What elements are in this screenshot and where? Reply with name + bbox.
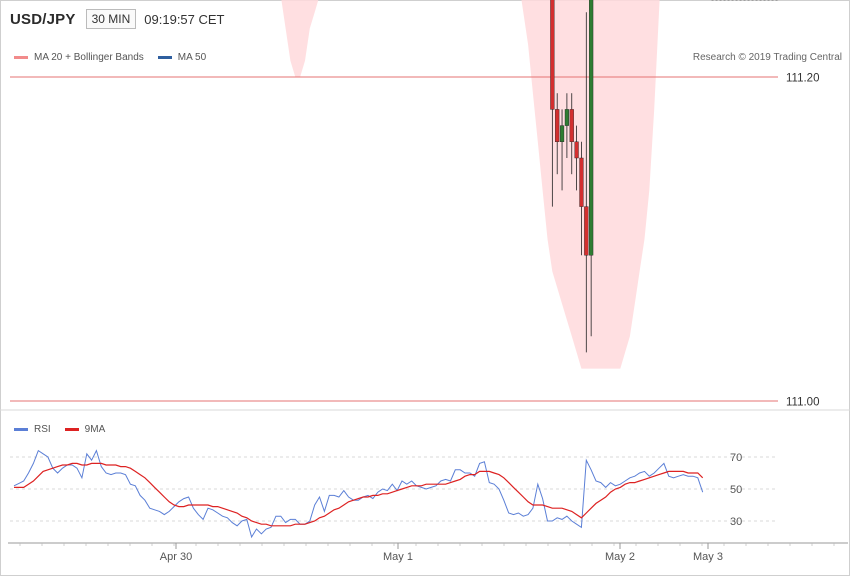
bollinger-band [281, 0, 660, 369]
bollinger-swatch [14, 56, 28, 59]
rsi-legend-label: RSI [34, 424, 51, 435]
candle-down [574, 141, 579, 159]
candle-up [559, 125, 565, 142]
rsi-tick-label: 70 [730, 452, 742, 464]
rsi-tick-label: 30 [730, 516, 742, 528]
timestamp: 09:19:57 CET [144, 11, 225, 27]
chart-header: USD/JPY 30 MIN 09:19:57 CET [10, 8, 225, 30]
level-label-support: 111.20 [786, 73, 819, 85]
x-tick-label: May 1 [383, 551, 413, 563]
candle-up [589, 0, 594, 256]
candle-down [584, 206, 589, 256]
timeframe-selector[interactable]: 30 MIN [85, 9, 137, 29]
rsi-tick-label: 50 [730, 484, 742, 496]
candle-down [569, 109, 574, 143]
rsi-legend: RSI 9MA [14, 424, 105, 435]
ma50-legend-label: MA 50 [177, 52, 207, 63]
x-tick-label: Apr 30 [160, 551, 192, 563]
level-label-support: 111.00 [786, 397, 819, 409]
copyright-text: Research © 2019 Trading Central [692, 52, 842, 63]
candles-group [550, 0, 594, 353]
x-tick-label: May 3 [693, 551, 723, 563]
rsi-ma-swatch [64, 428, 79, 431]
bollinger-legend-label: MA 20 + Bollinger Bands [34, 52, 144, 63]
candle-up [564, 109, 569, 126]
candle-down [550, 0, 555, 110]
ma50-swatch [157, 56, 172, 59]
x-tick-label: May 2 [605, 551, 635, 563]
rsi-line [13, 449, 704, 539]
rsi-ma-line [14, 462, 704, 527]
symbol-title: USD/JPY [10, 10, 76, 28]
candle-down [555, 109, 560, 143]
candle-down [579, 157, 584, 207]
price-legend: MA 20 + Bollinger Bands MA 50 [14, 52, 206, 63]
rsi-ma-legend-label: 9MA [84, 424, 106, 435]
rsi-swatch [14, 428, 28, 431]
